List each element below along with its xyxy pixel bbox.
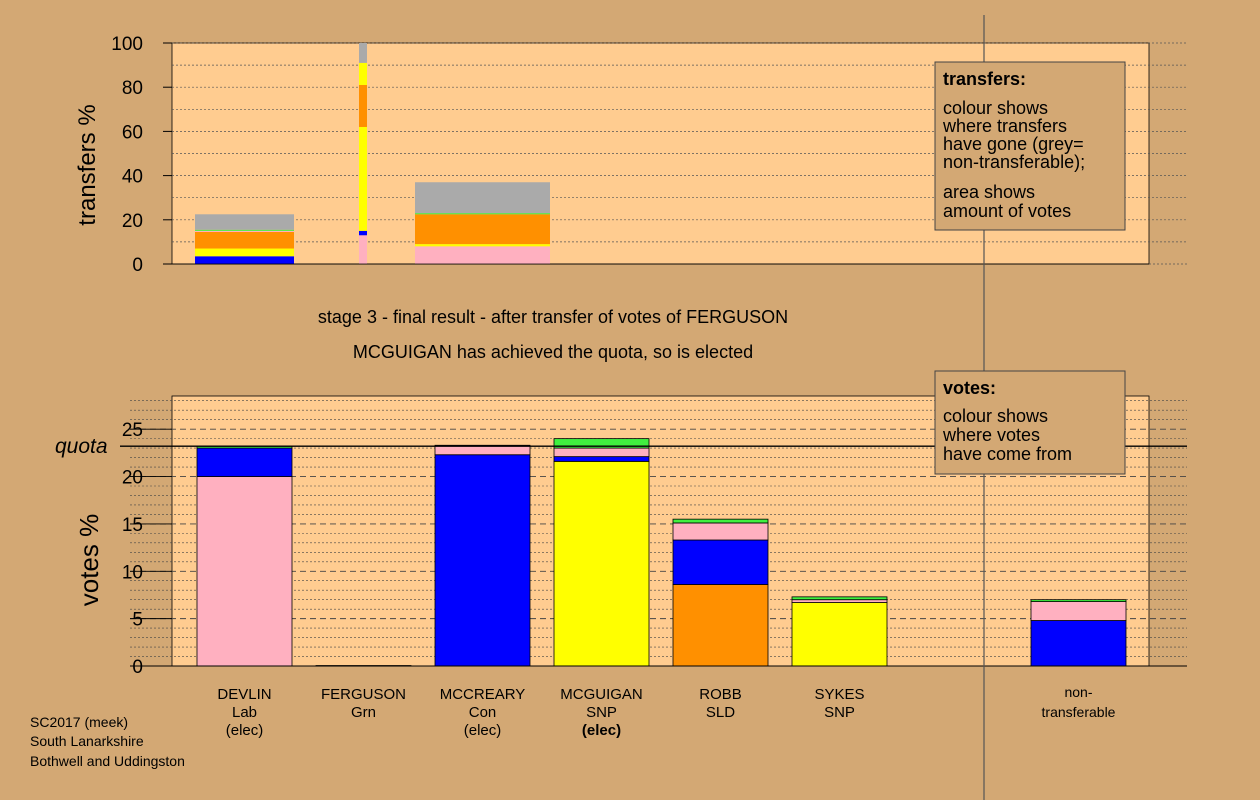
quota-label: quota bbox=[55, 435, 108, 458]
transfer-segment-sld bbox=[415, 214, 550, 245]
nontransferable-bar-segment-grn bbox=[1030, 599, 1127, 602]
transfer-segment-nontransferable bbox=[359, 43, 367, 63]
nontransferable-label: transferable bbox=[1042, 704, 1116, 720]
transfer-segment-con bbox=[359, 230, 367, 236]
transfer-segment-nontransferable bbox=[195, 214, 294, 230]
candidate-bar-segment-grn bbox=[791, 596, 888, 601]
candidate-labels: DEVLINLab(elec)FERGUSONGrnMCCREARYCon(el… bbox=[217, 684, 1115, 739]
candidate-party: Lab bbox=[232, 704, 257, 721]
transfers-legend-line: where transfers bbox=[942, 116, 1067, 136]
transfers-legend-title: transfers: bbox=[943, 69, 1026, 89]
transfer-segment-lab bbox=[415, 246, 550, 264]
votes-legend: votes: colour shows where votes have com… bbox=[934, 370, 1126, 475]
votes-y-tick-label: 25 bbox=[122, 420, 143, 441]
candidate-bar-segment-lab bbox=[791, 599, 888, 603]
nontransferable-bar-segment-con bbox=[1030, 620, 1127, 667]
transfer-segment-snp bbox=[415, 244, 550, 247]
transfers-y-tick-label: 20 bbox=[122, 211, 143, 232]
candidate-party: Grn bbox=[351, 704, 376, 721]
candidate-name: FERGUSON bbox=[321, 686, 406, 703]
transfer-segment-sld bbox=[195, 231, 294, 249]
candidate-status: (elec) bbox=[582, 722, 621, 739]
candidate-status: (elec) bbox=[464, 722, 502, 739]
votes-legend-line: have come from bbox=[943, 444, 1072, 464]
transfer-segment-grn bbox=[415, 213, 550, 215]
candidate-bar-segment-con bbox=[196, 447, 293, 477]
transfers-y-tick-label: 100 bbox=[111, 34, 143, 55]
candidate-bar-segment-lab bbox=[434, 444, 531, 456]
transfers-y-tick-label: 0 bbox=[132, 255, 143, 276]
transfer-segment-snp bbox=[359, 62, 367, 85]
transfers-legend: transfers: colour shows where transfers … bbox=[934, 61, 1126, 231]
votes-legend-title: votes: bbox=[943, 378, 996, 398]
transfers-y-label: transfers % bbox=[74, 104, 101, 225]
votes-y-axis: 0 5 10 15 20 25 bbox=[122, 420, 172, 678]
transfers-legend-line: have gone (grey= bbox=[943, 134, 1084, 154]
candidate-name: MCCREARY bbox=[440, 686, 526, 703]
footer-line: South Lanarkshire bbox=[30, 733, 144, 749]
candidate-name: DEVLIN bbox=[217, 686, 271, 703]
candidate-bar-segment-grn bbox=[672, 518, 769, 524]
nontransferable-bar-segment-lab bbox=[1030, 601, 1127, 621]
transfers-bars bbox=[172, 43, 1149, 265]
candidate-bar-segment-con bbox=[553, 456, 650, 462]
candidate-name: SYKES bbox=[814, 686, 864, 703]
candidate-bar-segment-grn bbox=[553, 438, 650, 449]
candidate-party: SLD bbox=[706, 704, 735, 721]
candidate-bar-segment-con bbox=[434, 454, 531, 667]
candidate-bar-segment-con bbox=[672, 539, 769, 585]
candidate-bar-segment-lab bbox=[672, 522, 769, 541]
candidate-party: SNP bbox=[586, 704, 617, 721]
transfers-y-tick-label: 80 bbox=[122, 78, 143, 99]
footer-line: Bothwell and Uddingston bbox=[30, 753, 185, 769]
transfer-segment-grn bbox=[195, 229, 294, 231]
transfer-segment-snp bbox=[195, 248, 294, 257]
transfers-legend-line: non-transferable); bbox=[943, 152, 1085, 172]
transfers-y-tick-label: 40 bbox=[122, 167, 143, 188]
candidate-bar-segment-snp bbox=[553, 460, 650, 667]
transfer-segment-nontransferable bbox=[415, 182, 550, 214]
candidate-bar-segment-lab bbox=[553, 447, 650, 458]
nontransferable-label: non- bbox=[1064, 684, 1092, 700]
votes-bars bbox=[196, 438, 1127, 667]
votes-y-tick-label: 10 bbox=[122, 562, 143, 583]
stage-heading: stage 3 - final result - after transfer … bbox=[318, 307, 788, 327]
votes-y-label: votes % bbox=[74, 514, 104, 607]
candidate-bar-segment-snp bbox=[791, 602, 888, 667]
votes-y-tick-label: 15 bbox=[122, 515, 143, 536]
transfers-y-axis: 0 20 40 60 80 100 bbox=[111, 34, 172, 276]
candidate-bar-segment-sld bbox=[672, 584, 769, 667]
transfer-segment-lab bbox=[359, 235, 367, 264]
transfers-legend-line: area shows bbox=[943, 182, 1035, 202]
transfers-y-tick-label: 60 bbox=[122, 122, 143, 143]
result-heading: MCGUIGAN has achieved the quota, so is e… bbox=[353, 342, 753, 362]
transfers-legend-line: amount of votes bbox=[943, 201, 1071, 221]
candidate-party: SNP bbox=[824, 704, 855, 721]
votes-y-tick-label: 5 bbox=[132, 610, 143, 631]
candidate-party: Con bbox=[469, 704, 497, 721]
transfer-segment-lab bbox=[195, 230, 294, 232]
candidate-status: (elec) bbox=[226, 722, 264, 739]
votes-gridlines bbox=[130, 400, 1187, 657]
votes-y-tick-label: 0 bbox=[132, 657, 143, 678]
candidate-name: ROBB bbox=[699, 686, 742, 703]
candidate-name: MCGUIGAN bbox=[560, 686, 643, 703]
votes-legend-line: where votes bbox=[942, 425, 1040, 445]
transfer-segment-con bbox=[195, 256, 294, 264]
transfer-segment-snp bbox=[359, 126, 367, 231]
votes-legend-line: colour shows bbox=[943, 406, 1048, 426]
votes-y-tick-label: 20 bbox=[122, 468, 143, 489]
transfer-segment-sld bbox=[359, 84, 367, 127]
candidate-bar-segment-lab bbox=[196, 476, 293, 667]
footer-line: SC2017 (meek) bbox=[30, 714, 128, 730]
transfers-legend-line: colour shows bbox=[943, 98, 1048, 118]
